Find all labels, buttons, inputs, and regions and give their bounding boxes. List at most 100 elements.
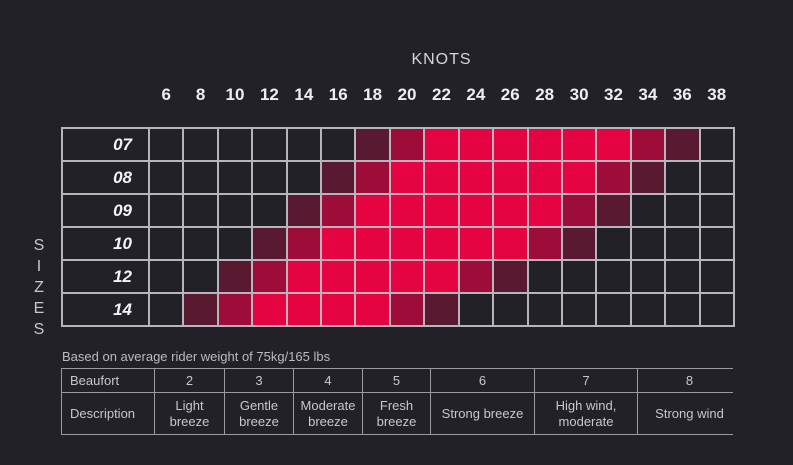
beaufort-number-6: 6 (431, 369, 534, 392)
knots-tick-label-6: 6 (161, 85, 171, 104)
wind-cell-size08-knots8 (184, 162, 217, 193)
wind-cell-size07-knots18 (356, 129, 389, 160)
knots-tick-label-14: 14 (294, 85, 314, 104)
wind-cell-size12-knots8 (184, 261, 217, 292)
wind-cell-size14-knots16 (322, 294, 355, 325)
knots-tick-label-30: 30 (569, 85, 589, 104)
wind-range-heatmap: 07 08 09 10 12 14 (61, 127, 735, 327)
wind-cell-size08-knots24 (459, 162, 493, 193)
wind-cell-size07-knots8 (184, 129, 217, 160)
wind-cell-size14-knots26 (494, 294, 527, 325)
wind-cell-size09-knots12 (253, 195, 286, 226)
wind-cell-size09-knots38 (700, 195, 733, 226)
wind-cell-size14-knots36 (666, 294, 699, 325)
wind-cell-size12-knots20 (390, 261, 424, 292)
wind-cell-size10-knots20 (390, 228, 424, 259)
knots-tick-label-32: 32 (604, 85, 623, 104)
wind-cell-size09-knots28 (528, 195, 561, 226)
size-row-label-08: 08 (63, 162, 148, 193)
knots-tick-label-22: 22 (431, 85, 451, 104)
beaufort-description-5: Fresh breeze (363, 393, 430, 434)
wind-cell-size07-knots32 (597, 129, 630, 160)
wind-cell-size08-knots36 (666, 162, 699, 193)
wind-cell-size14-knots22 (425, 294, 458, 325)
wind-cell-size08-knots6 (150, 162, 183, 193)
wind-cell-size08-knots20 (390, 162, 424, 193)
wind-cell-size14-knots14 (287, 294, 321, 325)
wind-cell-size10-knots12 (253, 228, 286, 259)
beaufort-number-2: 2 (155, 369, 224, 392)
wind-cell-size09-knots16 (322, 195, 355, 226)
knots-axis-tick-labels: 6 8 10 12 14 16 18 20 22 24 26 28 30 32 34 36 38 (150, 85, 733, 105)
wind-cell-size09-knots30 (562, 195, 596, 226)
wind-cell-size07-knots10 (218, 129, 252, 160)
wind-cell-size10-knots10 (218, 228, 252, 259)
wind-cell-size08-knots22 (425, 162, 458, 193)
wind-cell-size14-knots10 (218, 294, 252, 325)
wind-cell-size14-knots34 (631, 294, 665, 325)
beaufort-description-8: Strong wind (638, 393, 741, 434)
wind-cell-size07-knots28 (528, 129, 561, 160)
wind-cell-size10-knots24 (459, 228, 493, 259)
knots-tick-label-16: 16 (328, 85, 348, 104)
wind-cell-size07-knots12 (253, 129, 286, 160)
wind-cell-size14-knots12 (253, 294, 286, 325)
sizes-axis-letter-2: Z (34, 279, 44, 296)
beaufort-number-3: 3 (225, 369, 293, 392)
wind-cell-size14-knots8 (184, 294, 217, 325)
wind-cell-size12-knots6 (150, 261, 183, 292)
sizes-axis-letter-0: S (33, 237, 45, 254)
knots-tick-label-18: 18 (363, 85, 383, 104)
wind-cell-size08-knots30 (562, 162, 596, 193)
wind-cell-size12-knots12 (253, 261, 286, 292)
wind-cell-size07-knots36 (666, 129, 699, 160)
knots-tick-label-36: 36 (672, 85, 692, 104)
beaufort-number-7: 7 (535, 369, 637, 392)
wind-cell-size07-knots34 (631, 129, 665, 160)
wind-cell-size14-knots24 (459, 294, 493, 325)
wind-cell-size08-knots12 (253, 162, 286, 193)
wind-cell-size08-knots28 (528, 162, 561, 193)
wind-cell-size10-knots8 (184, 228, 217, 259)
sizes-axis-letter-3: E (33, 300, 45, 317)
wind-cell-size12-knots18 (356, 261, 389, 292)
beaufort-description-4: Moderate breeze (294, 393, 362, 434)
wind-cell-size09-knots34 (631, 195, 665, 226)
wind-cell-size07-knots20 (390, 129, 424, 160)
wind-cell-size09-knots20 (390, 195, 424, 226)
wind-cell-size07-knots16 (322, 129, 355, 160)
knots-tick-label-38: 38 (707, 85, 727, 104)
wind-cell-size12-knots26 (494, 261, 527, 292)
wind-cell-size09-knots14 (287, 195, 321, 226)
wind-cell-size09-knots6 (150, 195, 183, 226)
wind-cell-size10-knots18 (356, 228, 389, 259)
wind-cell-size12-knots16 (322, 261, 355, 292)
size-row-label-07: 07 (63, 129, 148, 160)
size-row-label-14: 14 (63, 294, 148, 325)
wind-cell-size07-knots38 (700, 129, 733, 160)
size-row-label-09: 09 (63, 195, 148, 226)
beaufort-description-3: Gentle breeze (225, 393, 293, 434)
wind-cell-size14-knots6 (150, 294, 183, 325)
wind-cell-size07-knots14 (287, 129, 321, 160)
beaufort-number-5: 5 (363, 369, 430, 392)
knots-tick-label-8: 8 (195, 85, 206, 104)
rider-weight-note: Based on average rider weight of 75kg/16… (62, 349, 331, 364)
sizes-axis-letter-1: I (36, 258, 42, 275)
wind-cell-size09-knots36 (666, 195, 699, 226)
knots-tick-label-10: 10 (225, 85, 245, 104)
wind-cell-size12-knots30 (562, 261, 596, 292)
knots-axis-title: KNOTS (411, 51, 472, 68)
description-row-header: Description (62, 393, 154, 434)
wind-cell-size09-knots10 (218, 195, 252, 226)
wind-cell-size07-knots22 (425, 129, 458, 160)
knots-tick-label-12: 12 (259, 85, 279, 104)
wind-cell-size09-knots26 (494, 195, 527, 226)
knots-tick-label-28: 28 (535, 85, 555, 104)
wind-cell-size12-knots28 (528, 261, 561, 292)
size-row-label-10: 10 (63, 228, 148, 259)
wind-cell-size12-knots38 (700, 261, 733, 292)
wind-cell-size12-knots10 (218, 261, 252, 292)
knots-tick-label-26: 26 (500, 85, 520, 104)
